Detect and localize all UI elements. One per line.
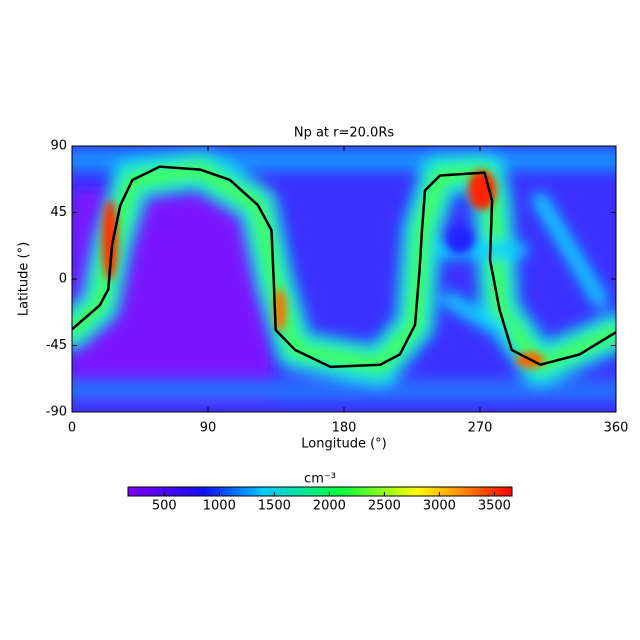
x-tick-label: 270 — [468, 421, 493, 436]
x-axis-label: Longitude (°) — [301, 437, 386, 452]
x-tick-label: 360 — [604, 421, 629, 436]
colorbar-tick-label: 1000 — [203, 499, 236, 514]
colorbar-tick-label: 500 — [152, 499, 177, 514]
y-tick-label: 45 — [50, 205, 67, 220]
colorbar — [127, 486, 513, 497]
y-axis-label: Latitude (°) — [17, 242, 32, 316]
colorbar-tick-label: 2500 — [368, 499, 401, 514]
y-tick-label: 90 — [50, 139, 67, 154]
x-tick-label: 0 — [68, 421, 76, 436]
colorbar-tick-label: 2000 — [313, 499, 346, 514]
colorbar-tick-label: 3500 — [478, 499, 511, 514]
colorbar-tick-label: 1500 — [258, 499, 291, 514]
y-tick-label: -90 — [46, 405, 67, 420]
heatmap — [72, 146, 616, 412]
y-tick-label: -45 — [46, 338, 67, 353]
chart-title: Np at r=20.0Rs — [294, 126, 395, 141]
neutral-line — [71, 165, 617, 369]
x-tick-label: 90 — [200, 421, 217, 436]
colorbar-label: cm⁻³ — [304, 472, 336, 487]
x-tick-label: 180 — [332, 421, 357, 436]
colorbar-tick-label: 3000 — [423, 499, 456, 514]
y-tick-label: 0 — [59, 272, 67, 287]
